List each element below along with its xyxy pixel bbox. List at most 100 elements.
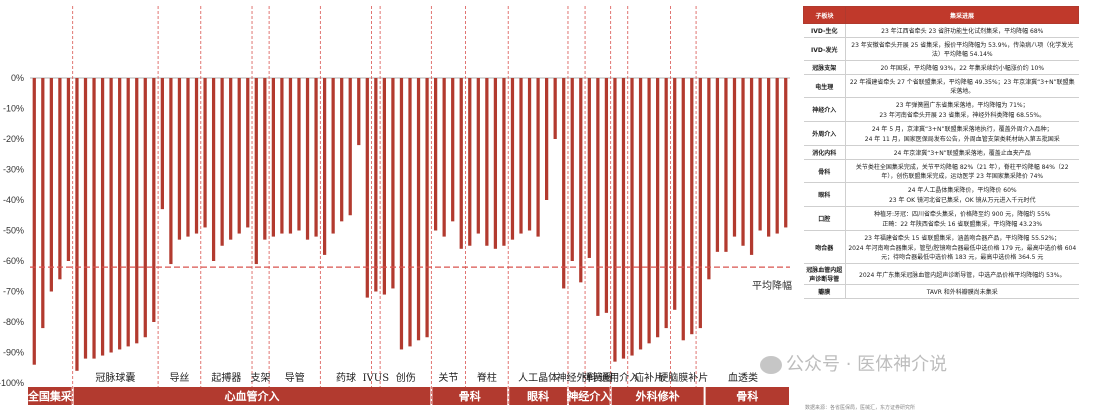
table-row: IVD-发光 23 年安徽省牵头开展 25 省集采，报价平均降幅为 53.9%，传… <box>803 37 1079 61</box>
progress-line: TAVR 和外科瓣膜尚未集采 <box>926 289 998 296</box>
bar <box>391 78 395 289</box>
bar <box>613 78 617 362</box>
bar <box>510 78 515 240</box>
group-label: 冠脉球囊 <box>95 371 135 384</box>
y-tick-label: -90% <box>3 348 24 358</box>
y-axis-ticks: 0% -10% -20% -30% -40% -50% -60% -70% -80% -90% -1… <box>0 73 24 388</box>
progress-line: 23 年 OK 镜河北省已集采，OK 镜从万元进入千元时代 <box>888 197 1036 204</box>
bar <box>83 78 88 359</box>
bar <box>630 78 634 356</box>
watermark-text: 公众号 · 医体神介说 <box>786 354 948 375</box>
progress-cell: 24 年京津冀“3+N”联盟集采落地，覆盖止血夹产品 <box>845 145 1079 160</box>
bar <box>297 78 301 231</box>
bar <box>741 78 745 246</box>
bar <box>374 78 378 292</box>
bar <box>211 78 216 261</box>
price-reduction-chart: 0% -10% -20% -30% -40% -50% -60% -70% -80% -90% -1… <box>0 6 792 405</box>
progress-line: 22 年福建省牵头 27 个省联盟集采，平均降幅 49.35%；23 年京津冀“… <box>849 79 1075 95</box>
segment-cell: 瓣膜 <box>803 284 846 299</box>
bar <box>527 78 532 231</box>
group-label: 通用介入 <box>599 372 639 384</box>
progress-cell: 23 年江西省牵头 23 省肝功能生化试剂集采，平均降幅 68% <box>845 23 1079 38</box>
watermark: 公众号 · 医体神介说 <box>760 350 947 376</box>
big-group-label: 骨科 <box>736 389 758 403</box>
bar <box>579 78 583 283</box>
table-row: 神经介入 23 年弹簧圈广东省集采落地，平均降幅为 71%； 23 年河南省牵头开展… <box>803 97 1079 122</box>
bar <box>553 78 557 139</box>
bar <box>126 78 130 347</box>
bar <box>160 78 164 210</box>
table-row: IVD-生化 23 年江西省牵头 23 省肝功能生化试剂集采，平均降幅 68% <box>803 23 1079 38</box>
big-group-band <box>705 387 789 405</box>
source-note: 数据来源：各省医保局，医械汇，东方证券研究所 <box>805 405 916 411</box>
bar <box>468 78 472 246</box>
big-group-label: 外科修补 <box>635 389 680 403</box>
bar <box>485 78 489 246</box>
bar <box>596 78 600 316</box>
bar <box>357 78 361 146</box>
big-group-band <box>568 387 610 405</box>
bar <box>570 78 574 261</box>
bar <box>502 78 506 246</box>
progress-line: 24 年 5 月，京津冀“3+N”联盟集采落地执行，覆盖外周介入品种； <box>871 126 1053 133</box>
segment-cell: 骨科 <box>803 159 846 183</box>
bar <box>32 78 36 365</box>
progress-cell: 23 年安徽省牵头开展 25 省集采，报价平均降幅为 53.9%，传染病八项（化… <box>845 37 1079 61</box>
bar <box>49 78 53 292</box>
bar <box>177 78 182 240</box>
segment-cell: 冠脉支架 <box>803 60 846 75</box>
group-label: 硬脑膜补片 <box>658 371 708 384</box>
big-group-label: 骨科 <box>459 389 481 403</box>
bar <box>340 78 344 222</box>
bar <box>647 78 651 344</box>
segment-cell: IVD-发光 <box>803 37 846 61</box>
table-row: 口腔 种植牙:牙冠：四川省牵头集采，价格降至约 900 元，降幅约 55% 正畸：2… <box>803 206 1079 231</box>
group-label: 脊柱 <box>477 371 497 384</box>
segment-cell: 神经介入 <box>803 97 846 122</box>
bar <box>442 78 446 237</box>
segment-cell: 吻合器 <box>803 230 846 264</box>
big-group-band <box>611 387 704 405</box>
progress-line: 23 年弹簧圈广东省集采落地，平均降幅为 71%； <box>895 102 1029 109</box>
bar <box>348 78 352 216</box>
group-label: 起搏器 <box>211 371 241 384</box>
bar <box>75 78 79 371</box>
bar <box>186 78 190 237</box>
bar <box>263 78 267 240</box>
bar <box>100 78 105 356</box>
bar <box>493 78 498 249</box>
big-group-label: 神经介入 <box>567 389 611 403</box>
bar <box>767 78 771 237</box>
bar <box>707 78 711 280</box>
bar <box>698 78 702 329</box>
table-row: 骨科 关节类柱全国集采完成，关节平均降幅 82%（21 年），脊柱平均降幅 84%… <box>803 159 1079 183</box>
bar <box>331 78 335 234</box>
header-progress: 集采进展 <box>845 6 1079 24</box>
progress-line: 关节类柱全国集采完成，关节平均降幅 82%（21 年），脊柱平均降幅 84%（2… <box>855 164 1069 180</box>
bar <box>220 78 224 246</box>
bar <box>382 78 387 295</box>
y-tick-label: -80% <box>3 317 24 327</box>
progress-line: 24 年人工晶体集采降价，平均降价 60% <box>907 187 1017 194</box>
progress-line: 23 年江西省牵头 23 省肝功能生化试剂集采，平均降幅 68% <box>881 28 1044 35</box>
bar <box>58 78 62 280</box>
bar <box>288 78 293 234</box>
progress-line: 正畸：22 年陕西省牵头 16 省联盟集采，平均降幅 43.23% <box>882 221 1043 228</box>
progress-line: 24 年京津冀“3+N”联盟集采落地，覆盖止血夹产品 <box>893 150 1031 157</box>
y-tick-label: -60% <box>3 256 24 266</box>
bar <box>229 78 233 240</box>
group-label: 创伤 <box>396 371 416 384</box>
group-label: 药球 <box>336 371 356 384</box>
progress-line: 2024 年广东集采冠脉血管内超声诊断导管，中选产品价格平均降幅约 53%。 <box>859 271 1066 279</box>
bar <box>399 78 404 350</box>
average-reduction-line: 平均降幅 <box>30 266 792 292</box>
bar <box>451 78 455 222</box>
progress-line: 20 年国采，平均降幅 93%，22 年集采续约小幅涨价约 10% <box>880 65 1045 72</box>
bar <box>715 78 720 252</box>
bar <box>271 78 275 237</box>
bar <box>433 78 438 231</box>
group-label: 关节 <box>438 371 458 384</box>
table-row: 冠脉支架 20 年国采，平均降幅 93%，22 年集采续约小幅涨价约 10% <box>803 60 1079 75</box>
big-group-band <box>509 387 567 405</box>
bar <box>66 78 71 261</box>
